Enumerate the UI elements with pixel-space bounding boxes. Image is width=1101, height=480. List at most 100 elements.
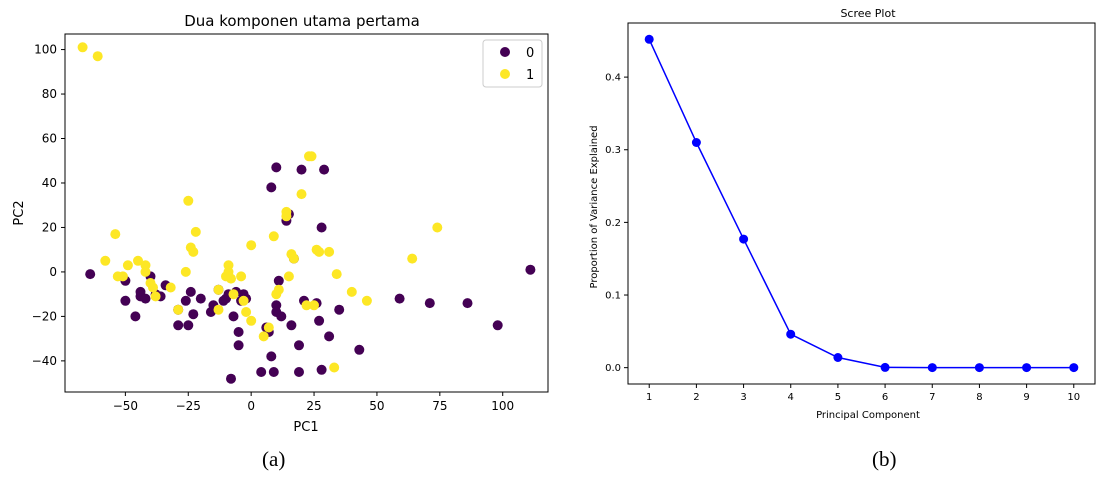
scatter-point-class-0 xyxy=(294,367,304,377)
scatter-point-class-0 xyxy=(180,295,191,306)
scree-series-line xyxy=(648,38,1074,369)
caption-a: (a) xyxy=(262,447,286,471)
scatter-point-class-1 xyxy=(140,266,151,277)
scatter-point-class-1 xyxy=(133,255,143,266)
scatter-point-class-0 xyxy=(286,320,297,331)
scree-point xyxy=(880,362,890,372)
scatter-point-class-1 xyxy=(246,315,257,326)
scatter-x-tick-label: 25 xyxy=(306,399,321,413)
scatter-point-class-1 xyxy=(150,291,161,302)
scatter-point-class-0 xyxy=(271,162,282,173)
scree-x-tick-label: 5 xyxy=(835,392,841,403)
scatter-point-class-0 xyxy=(266,182,277,193)
scree-plot-chart: Scree Plot 1 2 3 4 5 6 7 8 9 10 0.0 0.1 0.2 0.3 0.4 P… xyxy=(589,7,1096,421)
scree-x-tick-label: 3 xyxy=(740,392,746,403)
scatter-y-tick-label: 20 xyxy=(42,220,57,234)
scree-x-tick-label: 7 xyxy=(929,392,935,403)
scatter-point-class-1 xyxy=(273,284,284,295)
scree-y-axis-label: Proportion of Variance Explained xyxy=(589,125,600,288)
scree-x-tick-label: 8 xyxy=(976,392,982,403)
scatter-point-class-1 xyxy=(263,322,274,333)
scatter-point-class-0 xyxy=(525,264,536,275)
scatter-point-class-0 xyxy=(314,315,325,326)
scatter-point-class-0 xyxy=(276,311,287,322)
scatter-point-class-0 xyxy=(462,298,473,309)
scatter-point-class-0 xyxy=(273,275,284,286)
scatter-point-class-1 xyxy=(288,253,299,264)
scatter-point-class-1 xyxy=(301,300,312,311)
scree-point xyxy=(691,138,701,147)
scatter-point-class-0 xyxy=(316,222,327,233)
scatter-point-class-0 xyxy=(173,320,184,331)
scatter-point-class-0 xyxy=(140,293,151,304)
scatter-point-class-1 xyxy=(258,331,269,342)
scatter-plot-frame xyxy=(64,33,549,393)
scatter-point-class-1 xyxy=(77,42,88,53)
scree-x-tick-label: 1 xyxy=(646,392,652,403)
pca-scatter-chart: Dua komponen utama pertama −50 −25 0 25 50 75… xyxy=(12,12,549,435)
scatter-point-class-1 xyxy=(283,271,294,282)
scree-y-tick-label: 0.2 xyxy=(605,218,621,229)
scatter-point-class-0 xyxy=(85,269,96,280)
scatter-point-class-0 xyxy=(316,364,327,375)
scatter-y-axis-label: PC2 xyxy=(12,200,27,225)
scatter-y-tick-label: −20 xyxy=(32,309,57,323)
scree-x-tick-label: 6 xyxy=(882,392,888,403)
scatter-point-class-0 xyxy=(424,298,435,309)
scatter-point-class-1 xyxy=(226,273,236,284)
scatter-point-class-1 xyxy=(100,255,111,266)
scree-point xyxy=(786,329,796,339)
scatter-point-class-1 xyxy=(241,307,252,317)
scatter-point-class-1 xyxy=(183,195,194,206)
scree-x-tick-label: 4 xyxy=(788,392,794,403)
scatter-point-class-1 xyxy=(117,271,128,282)
scatter-x-axis-label: PC1 xyxy=(293,420,318,435)
scree-x-ticks: 1 2 3 4 5 6 7 8 9 10 xyxy=(646,384,1080,403)
scatter-point-class-0 xyxy=(394,293,405,304)
scatter-y-tick-label: 60 xyxy=(42,132,57,146)
scree-x-tick-label: 9 xyxy=(1023,392,1029,403)
scatter-point-class-1 xyxy=(309,300,319,311)
scatter-point-class-1 xyxy=(148,282,158,293)
scree-y-tick-label: 0.4 xyxy=(605,73,621,84)
scatter-x-tick-label: −50 xyxy=(113,399,138,413)
scatter-x-tick-label: −25 xyxy=(176,399,201,413)
scatter-point-class-1 xyxy=(165,282,176,293)
scatter-x-tick-label: 75 xyxy=(432,399,447,413)
scree-title: Scree Plot xyxy=(840,7,896,20)
scatter-point-class-0 xyxy=(256,367,267,377)
scatter-point-class-1 xyxy=(331,269,342,280)
scatter-point-class-1 xyxy=(268,231,279,242)
scatter-y-tick-label: 0 xyxy=(49,265,57,279)
legend-box xyxy=(482,39,543,88)
scatter-point-class-0 xyxy=(185,286,196,297)
scatter-point-class-0 xyxy=(268,367,279,377)
scree-x-axis-label: Principal Component xyxy=(816,410,920,421)
scree-point xyxy=(1022,363,1032,373)
legend-marker-0 xyxy=(500,47,510,57)
scatter-x-tick-label: 100 xyxy=(491,399,514,413)
scatter-y-tick-label: 40 xyxy=(42,176,57,190)
scatter-point-class-1 xyxy=(213,284,224,295)
scatter-point-class-0 xyxy=(334,304,345,315)
scatter-y-tick-label: 100 xyxy=(34,43,57,57)
scatter-point-class-1 xyxy=(92,51,103,62)
scree-point xyxy=(644,34,654,44)
scatter-point-class-0 xyxy=(195,293,206,304)
scatter-x-ticks: −50 −25 0 25 50 75 100 xyxy=(113,392,514,413)
scree-point xyxy=(974,363,984,373)
scree-points xyxy=(644,34,1079,373)
legend-marker-1 xyxy=(500,69,510,79)
scatter-y-tick-label: 80 xyxy=(42,87,57,101)
scatter-point-class-0 xyxy=(354,344,365,355)
scatter-point-class-1 xyxy=(306,151,317,162)
scatter-point-class-0 xyxy=(319,164,330,175)
scree-point xyxy=(1069,363,1079,373)
scatter-point-class-1 xyxy=(188,246,199,257)
scatter-title: Dua komponen utama pertama xyxy=(184,12,420,30)
scatter-point-class-1 xyxy=(346,286,357,297)
scree-point xyxy=(739,234,749,244)
scatter-point-class-1 xyxy=(296,189,307,200)
scatter-point-class-1 xyxy=(246,240,257,251)
scatter-point-class-1 xyxy=(236,271,247,282)
